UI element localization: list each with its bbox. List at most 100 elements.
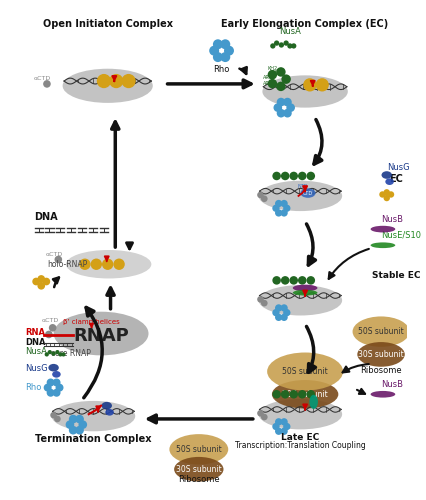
Circle shape [383, 195, 389, 201]
Circle shape [32, 278, 40, 285]
Circle shape [286, 104, 294, 112]
Circle shape [97, 74, 111, 88]
Circle shape [297, 276, 306, 284]
Circle shape [79, 258, 90, 270]
Circle shape [291, 44, 296, 49]
Text: 30S subunit: 30S subunit [357, 350, 403, 359]
Circle shape [378, 192, 385, 198]
Circle shape [54, 416, 60, 422]
Text: NusB: NusB [380, 380, 402, 388]
Circle shape [267, 70, 276, 80]
Text: Early Elongation Complex (EC): Early Elongation Complex (EC) [221, 19, 388, 29]
Ellipse shape [174, 457, 223, 481]
Circle shape [61, 352, 66, 356]
Circle shape [282, 109, 291, 118]
Ellipse shape [66, 250, 151, 278]
Circle shape [55, 350, 59, 354]
Ellipse shape [299, 188, 315, 198]
Circle shape [282, 204, 290, 212]
Circle shape [121, 74, 135, 88]
Text: 30S subunit: 30S subunit [282, 390, 327, 399]
Text: KH1: KH1 [268, 70, 279, 76]
Text: RNA: RNA [25, 328, 45, 338]
Text: αCTD: αCTD [46, 252, 63, 256]
Circle shape [280, 304, 287, 312]
Circle shape [280, 428, 287, 435]
Text: NusG: NusG [25, 364, 48, 374]
Circle shape [113, 258, 124, 270]
Ellipse shape [384, 178, 393, 185]
Ellipse shape [370, 242, 394, 248]
Text: 30S subunit: 30S subunit [176, 464, 221, 473]
Text: Rho: Rho [25, 382, 41, 392]
Text: Open Initiaton Complex: Open Initiaton Complex [43, 19, 172, 29]
Circle shape [224, 46, 233, 56]
Circle shape [270, 44, 275, 49]
Circle shape [272, 276, 280, 284]
Circle shape [274, 304, 282, 312]
Circle shape [280, 276, 289, 284]
Circle shape [306, 172, 314, 180]
Text: AR1: AR1 [263, 75, 273, 80]
Circle shape [209, 46, 219, 56]
Circle shape [282, 423, 290, 430]
Circle shape [256, 296, 263, 302]
Ellipse shape [258, 399, 341, 430]
Text: Rho: Rho [213, 64, 229, 74]
Text: AR2: AR2 [263, 81, 273, 86]
Ellipse shape [169, 434, 228, 464]
Text: NusA: NusA [279, 26, 301, 36]
Text: holo-RNAP: holo-RNAP [47, 260, 87, 269]
Circle shape [273, 40, 279, 46]
Circle shape [276, 67, 285, 76]
Circle shape [306, 390, 314, 398]
Circle shape [260, 414, 267, 420]
Ellipse shape [380, 171, 391, 179]
Ellipse shape [267, 352, 342, 391]
Ellipse shape [105, 409, 114, 416]
Circle shape [274, 428, 282, 435]
Circle shape [274, 200, 282, 207]
Text: core RNAP: core RNAP [51, 350, 90, 358]
Circle shape [273, 104, 282, 112]
Text: β’ clamp helices: β’ clamp helices [63, 319, 120, 325]
Circle shape [55, 384, 63, 392]
Circle shape [283, 40, 288, 46]
Text: CTD: CTD [302, 190, 312, 196]
Circle shape [289, 172, 297, 180]
Circle shape [272, 204, 279, 212]
Circle shape [213, 40, 222, 50]
Circle shape [306, 276, 314, 284]
Ellipse shape [271, 380, 337, 408]
Circle shape [282, 309, 290, 316]
Circle shape [272, 172, 280, 180]
Circle shape [387, 192, 393, 198]
Text: 50S subunit: 50S subunit [282, 367, 327, 376]
Text: EC: EC [388, 174, 402, 184]
Circle shape [280, 210, 287, 216]
Circle shape [43, 80, 51, 88]
Circle shape [274, 210, 282, 216]
Ellipse shape [258, 285, 341, 316]
Circle shape [256, 410, 263, 416]
Ellipse shape [52, 401, 135, 432]
Circle shape [278, 42, 283, 48]
Text: 50S subunit: 50S subunit [357, 327, 403, 336]
Ellipse shape [262, 76, 347, 108]
Circle shape [276, 82, 285, 91]
Circle shape [315, 78, 328, 92]
Ellipse shape [63, 68, 153, 103]
Circle shape [37, 275, 45, 283]
Circle shape [272, 423, 279, 430]
Text: αCTD: αCTD [34, 76, 51, 81]
Circle shape [102, 258, 113, 270]
Circle shape [50, 412, 57, 418]
Circle shape [45, 352, 49, 356]
Circle shape [297, 390, 306, 398]
Circle shape [69, 426, 77, 434]
Circle shape [280, 390, 289, 398]
Circle shape [281, 74, 290, 84]
Circle shape [280, 200, 287, 207]
Circle shape [58, 352, 62, 356]
Text: RNAP: RNAP [73, 328, 129, 345]
